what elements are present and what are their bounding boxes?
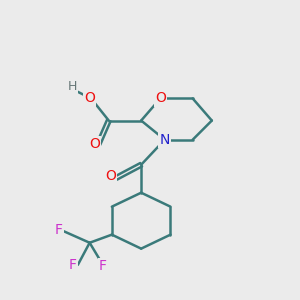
Text: O: O [105, 169, 116, 184]
Text: F: F [55, 223, 63, 236]
Text: O: O [89, 137, 100, 151]
Text: O: O [84, 92, 95, 106]
Text: H: H [67, 80, 77, 93]
Text: F: F [69, 258, 76, 272]
Text: F: F [99, 259, 107, 273]
Text: N: N [160, 133, 170, 147]
Text: O: O [155, 92, 166, 106]
